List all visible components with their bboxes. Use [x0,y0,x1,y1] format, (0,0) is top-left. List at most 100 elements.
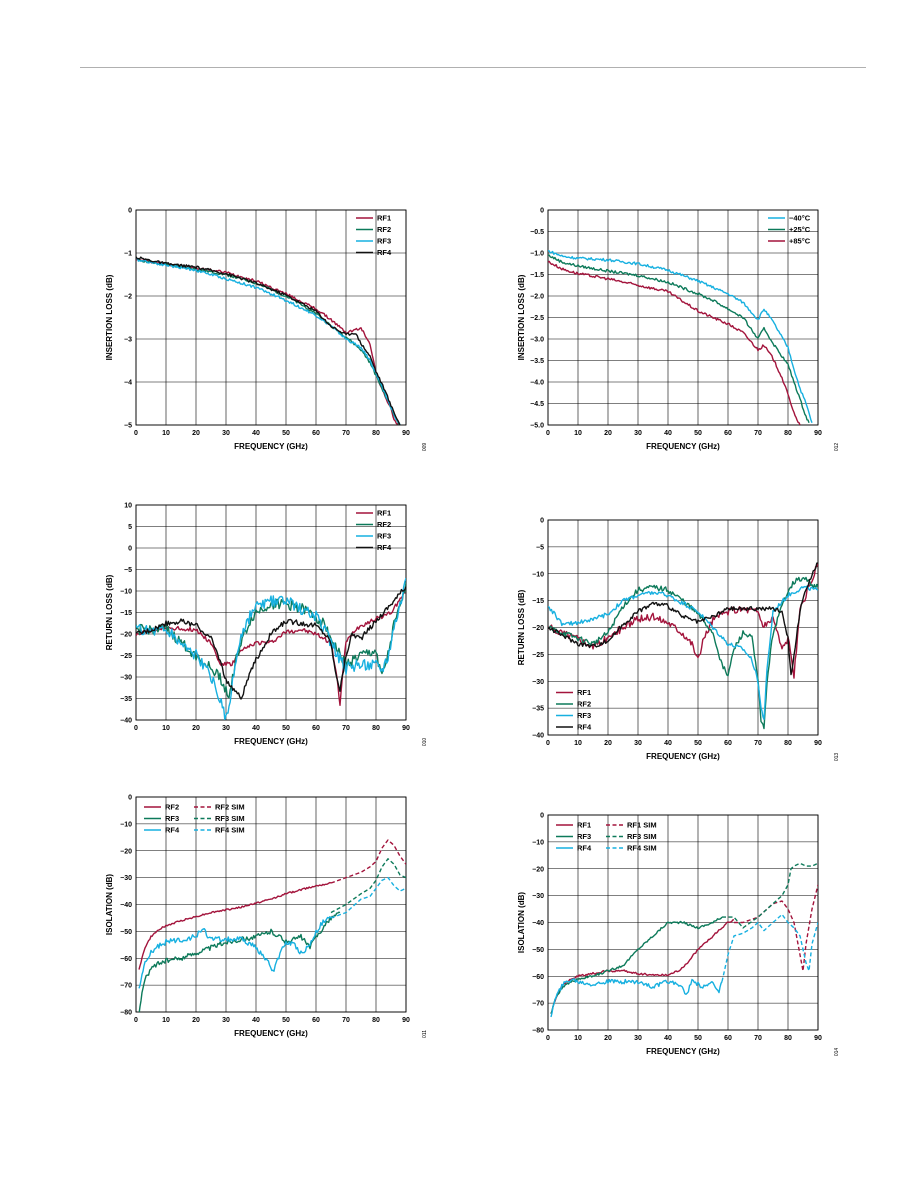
series-group [550,862,818,1018]
y-tick-label: −60 [532,974,544,981]
x-tick-label: 70 [342,430,350,437]
x-tick-label: 60 [724,1035,732,1042]
y-tick-label: −15 [120,610,132,617]
legend-label: RF4 [577,723,592,732]
legend: RF1 RF2 RF3 RF4 [356,214,392,257]
y-tick-label: 0 [128,208,132,215]
y-tick-label: −2.5 [530,315,544,322]
chart-return-loss-channels-2: 0 10 20 30 40 50 60 70 80 90 0 −5 −10 −15 −20 −25 −30 −35… [517,518,840,762]
plot-frame [135,504,407,721]
y-tick-label: −10 [532,571,544,578]
x-tick-label: 0 [134,430,138,437]
y-tick-label: −30 [532,893,544,900]
x-tick-label: 70 [754,430,762,437]
y-tick-label: −30 [120,675,132,682]
plot-frame [547,209,819,426]
x-tick-label: 30 [634,430,642,437]
x-tick-label: 30 [634,740,642,747]
legend-label: RF2 [377,520,391,529]
series-line-rf4 [136,586,406,700]
y-tick-label: −2.0 [530,294,544,301]
legend-label: RF1 [577,688,591,697]
series-line-rf4 [136,256,401,425]
y-tick-label: 0 [540,208,544,215]
y-tick-label: −60 [120,956,132,963]
x-tick-label: 30 [222,1017,230,1024]
legend-entry: +25°C [768,225,811,234]
figure-id: 012 [834,443,840,452]
grid [135,209,407,426]
legend: −40°C +25°C +85°C [768,214,811,246]
y-tick-label: −10 [532,839,544,846]
legend-entry: RF1 [556,821,591,830]
x-tick-label: 0 [546,430,550,437]
x-axis-label: FREQUENCY (GHz) [234,442,308,451]
y-tick-label: 0 [540,518,544,525]
series-line-rf2 [138,881,332,970]
legend-label: RF3 [577,711,591,720]
x-tick-label: 50 [282,430,290,437]
x-tick-label: 60 [724,740,732,747]
x-tick-label: 50 [282,725,290,732]
y-tick-label: −40 [120,902,132,909]
legend: RF1 RF2 RF3 RF4 [356,509,392,552]
x-axis-label: FREQUENCY (GHz) [646,442,720,451]
figure-id: 010 [422,738,428,747]
x-tick-label: 80 [784,430,792,437]
header-rule [80,67,866,68]
y-axis-label: ISOLATION (dB) [517,892,526,954]
y-tick-label: −4 [124,380,132,387]
legend-entry: RF1 SIM [606,821,657,830]
x-tick-label: 60 [724,430,732,437]
x-tick-label: 0 [546,740,550,747]
legend-label: RF4 [377,543,392,552]
x-tick-label: 0 [134,1017,138,1024]
y-tick-label: −4.5 [530,401,544,408]
series-line-rf4 [138,916,332,989]
y-tick-label: −5 [124,567,132,574]
y-tick-label: −20 [120,848,132,855]
legend-label: −40°C [789,214,811,223]
x-tick-label: 70 [342,725,350,732]
legend-label: RF3 [165,814,179,823]
legend-entry: RF1 [356,214,391,223]
x-tick-label: 60 [312,430,320,437]
grid [135,504,407,721]
y-tick-label: −2 [124,294,132,301]
y-tick-label: −25 [532,652,544,659]
x-tick-label: 90 [814,430,822,437]
legend-label: RF2 [165,803,179,812]
legend-label: RF4 [577,844,592,853]
legend-entry: +85°C [768,237,811,246]
legend-label: RF4 SIM [627,844,657,853]
x-tick-label: 70 [342,1017,350,1024]
legend-label: RF3 SIM [627,832,657,841]
y-tick-label: −80 [120,1010,132,1017]
y-tick-label: −10 [120,821,132,828]
series-line-rf3 [548,585,818,721]
series-group [138,839,406,1012]
plot-frame [135,796,407,1013]
legend-label: RF2 [377,225,391,234]
legend-entry: RF3 [356,237,391,246]
y-tick-label: −3.5 [530,358,544,365]
x-tick-label: 60 [312,1017,320,1024]
series-group [136,256,401,425]
legend-label: RF3 [577,832,591,841]
y-tick-label: −30 [120,875,132,882]
legend-entry: RF3 [144,814,179,823]
legend-entry: RF4 [356,543,392,552]
y-axis-label: ISOLATION (dB) [105,874,114,936]
x-tick-label: 20 [604,740,612,747]
legend-entry: RF4 SIM [194,826,245,835]
series-line-rf2-sim [330,839,406,884]
legend-entry: RF2 [556,700,591,709]
legend: RF1 RF2 RF3 RF4 [556,688,592,732]
chart-insertion-loss-channels: 0 10 20 30 40 50 60 70 80 90 0 −1 −2 −3 −4 −5 FREQUENCY … [105,208,428,452]
y-tick-label: −5.0 [530,423,544,430]
y-tick-label: −30 [532,679,544,686]
y-axis-label: INSERTION LOSS (dB) [105,274,114,360]
x-tick-label: 40 [252,725,260,732]
grid [547,209,819,426]
legend-entry: RF4 [356,248,392,257]
